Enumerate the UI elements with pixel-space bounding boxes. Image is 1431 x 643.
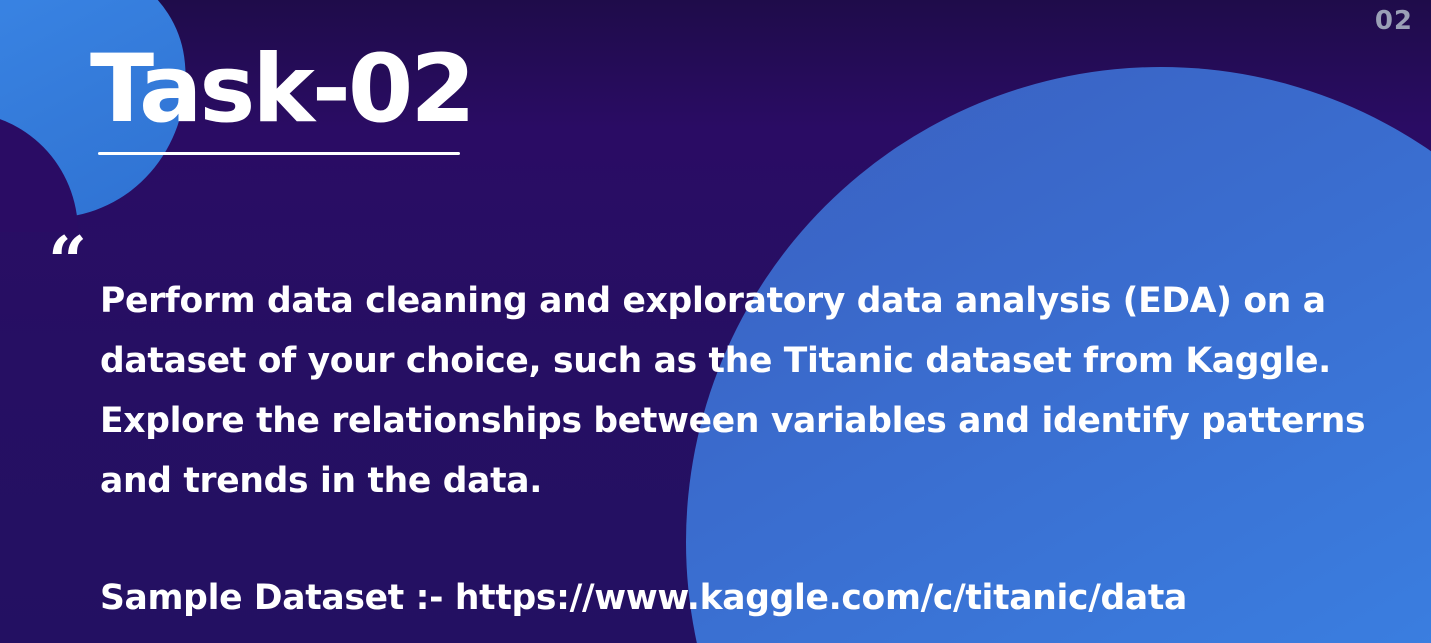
slide-title: Task-02 xyxy=(90,35,476,144)
quote-icon: “ xyxy=(48,222,88,302)
sample-dataset-line: Sample Dataset :- https://www.kaggle.com… xyxy=(100,573,1187,623)
sample-dataset-label: Sample Dataset :- xyxy=(100,578,455,618)
sample-dataset-link[interactable]: https://www.kaggle.com/c/titanic/data xyxy=(454,578,1188,618)
page-number: 02 xyxy=(1374,6,1413,36)
task-description: Perform data cleaning and exploratory da… xyxy=(100,281,1366,501)
title-underline xyxy=(98,152,460,155)
